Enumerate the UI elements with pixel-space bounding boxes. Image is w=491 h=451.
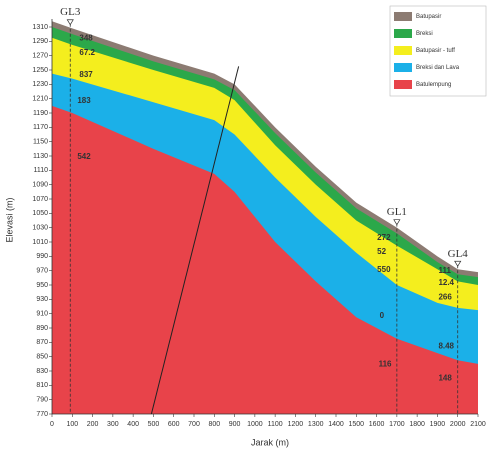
x-tick-label: 1800: [409, 421, 425, 428]
annotation: 550: [377, 265, 391, 274]
x-tick-label: 2100: [470, 421, 486, 428]
layer: [52, 105, 478, 414]
annotation: 12.4: [438, 278, 454, 287]
legend-label: Batulempung: [416, 82, 451, 88]
x-tick-label: 400: [127, 421, 139, 428]
y-tick-label: 850: [36, 354, 48, 361]
x-tick-label: 700: [188, 421, 200, 428]
well-marker: [393, 219, 401, 226]
well-marker: [66, 19, 74, 26]
legend-swatch: [394, 12, 412, 21]
annotation: 8.48: [438, 342, 454, 351]
annotation: 183: [77, 96, 91, 105]
x-tick-label: 200: [87, 421, 99, 428]
well-label: GL1: [387, 206, 407, 218]
y-tick-label: 1030: [32, 225, 48, 232]
y-tick-label: 1090: [32, 182, 48, 189]
x-tick-label: 800: [208, 421, 220, 428]
y-tick-label: 1110: [33, 167, 48, 174]
legend-swatch: [394, 63, 412, 72]
y-tick-label: 1010: [32, 239, 48, 246]
x-tick-label: 2000: [450, 421, 466, 428]
well-label: GL3: [60, 6, 81, 18]
y-tick-label: 1050: [32, 210, 48, 217]
x-axis-label: Jarak (m): [251, 437, 289, 447]
y-tick-label: 830: [36, 368, 48, 375]
annotation: 348: [79, 34, 93, 43]
x-tick-label: 1500: [348, 421, 364, 428]
annotation: 116: [379, 360, 392, 369]
annotation: 837: [79, 70, 93, 79]
well-marker: [454, 260, 462, 267]
y-tick-label: 1150: [33, 139, 48, 146]
legend-label: Batupasir: [416, 14, 441, 20]
y-tick-label: 950: [36, 282, 48, 289]
y-tick-label: 1070: [32, 196, 48, 203]
y-tick-label: 790: [36, 397, 48, 404]
fault-line: [150, 66, 240, 415]
annotation: 272: [377, 233, 391, 242]
y-tick-label: 1210: [32, 96, 48, 103]
legend-swatch: [394, 29, 412, 38]
x-tick-label: 300: [107, 421, 119, 428]
annotation: 148: [438, 373, 452, 382]
y-tick-label: 970: [36, 268, 48, 275]
x-tick-label: 900: [229, 421, 241, 428]
x-tick-label: 1400: [328, 421, 344, 428]
legend-swatch: [394, 80, 412, 89]
y-tick-label: 1230: [32, 81, 48, 88]
x-tick-label: 1700: [389, 421, 405, 428]
y-tick-label: 1270: [32, 53, 48, 60]
x-tick-label: 1200: [288, 421, 304, 428]
y-tick-label: 1250: [32, 67, 48, 74]
annotation: 67.2: [79, 48, 95, 57]
legend-label: Breksi: [416, 31, 433, 37]
y-axis-label: Elevasi (m): [4, 197, 14, 242]
annotation: 542: [77, 152, 91, 161]
x-tick-label: 1100: [268, 421, 283, 428]
x-tick-label: 1000: [247, 421, 263, 428]
legend-swatch: [394, 46, 412, 55]
y-tick-label: 910: [36, 311, 48, 318]
well-label: GL4: [448, 248, 469, 260]
x-tick-label: 500: [148, 421, 160, 428]
legend-label: Batupasir - tuff: [416, 48, 455, 54]
y-tick-label: 1310: [32, 24, 48, 31]
annotation: 0: [380, 311, 385, 320]
y-tick-label: 1290: [32, 38, 48, 45]
x-tick-label: 0: [50, 421, 54, 428]
x-tick-label: 600: [168, 421, 180, 428]
annotation: 111: [438, 266, 451, 275]
y-tick-label: 930: [36, 296, 48, 303]
y-tick-label: 990: [36, 253, 48, 260]
y-tick-label: 770: [36, 411, 48, 418]
x-tick-label: 1900: [430, 421, 446, 428]
y-tick-label: 1130: [33, 153, 48, 160]
y-tick-label: 810: [36, 382, 48, 389]
y-tick-label: 1170: [33, 124, 48, 131]
y-tick-label: 1190: [33, 110, 48, 117]
annotation: 52: [377, 247, 386, 256]
y-tick-label: 890: [36, 325, 48, 332]
annotation: 266: [438, 292, 452, 301]
legend-label: Breksi dan Lava: [416, 65, 460, 71]
x-tick-label: 1300: [308, 421, 324, 428]
x-tick-label: 1600: [369, 421, 385, 428]
y-tick-label: 870: [36, 339, 48, 346]
x-tick-label: 100: [66, 421, 78, 428]
